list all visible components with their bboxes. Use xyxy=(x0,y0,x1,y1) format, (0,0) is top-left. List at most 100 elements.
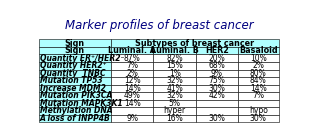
Text: Methylation DNA: Methylation DNA xyxy=(40,107,112,116)
Text: Subtypes of breast cancer: Subtypes of breast cancer xyxy=(135,39,255,48)
Text: 20%: 20% xyxy=(208,54,225,63)
Bar xyxy=(153,55,196,62)
Bar xyxy=(237,47,279,55)
Bar xyxy=(111,39,279,47)
Text: Mutation PIK3CA: Mutation PIK3CA xyxy=(40,91,112,100)
Text: 14%: 14% xyxy=(250,84,267,93)
Bar xyxy=(237,55,279,62)
Bar xyxy=(39,107,111,115)
Text: 12%: 12% xyxy=(124,76,140,85)
Bar xyxy=(196,100,237,107)
Bar xyxy=(237,85,279,92)
Text: Luminal. B: Luminal. B xyxy=(151,46,199,55)
Text: Increase MDM2: Increase MDM2 xyxy=(40,84,106,93)
Bar xyxy=(39,39,111,47)
Bar xyxy=(237,107,279,115)
Bar xyxy=(111,100,153,107)
Text: Mutation MAPK3K1: Mutation MAPK3K1 xyxy=(40,99,122,108)
Text: 2%: 2% xyxy=(252,61,264,70)
Text: Basaloid: Basaloid xyxy=(239,46,277,55)
Bar xyxy=(39,62,111,70)
Text: 82%: 82% xyxy=(166,54,183,63)
Text: 10%: 10% xyxy=(250,54,267,63)
Bar xyxy=(39,47,111,55)
Bar xyxy=(237,70,279,77)
Bar xyxy=(39,55,111,62)
Text: A loss of INPP4B: A loss of INPP4B xyxy=(40,114,111,123)
Text: 30%: 30% xyxy=(250,114,267,123)
Bar xyxy=(153,115,196,122)
Text: 41%: 41% xyxy=(166,84,183,93)
Text: hyper: hyper xyxy=(164,107,186,116)
Text: 5%: 5% xyxy=(169,99,181,108)
Text: 84%: 84% xyxy=(250,76,267,85)
Bar xyxy=(196,55,237,62)
Text: Sign: Sign xyxy=(65,46,85,55)
Bar xyxy=(111,85,153,92)
Bar xyxy=(39,115,111,122)
Bar xyxy=(196,77,237,85)
Bar xyxy=(111,55,153,62)
Text: Luminal. A: Luminal. A xyxy=(108,46,156,55)
Text: 9%: 9% xyxy=(211,69,223,78)
Bar xyxy=(153,77,196,85)
Bar xyxy=(196,92,237,100)
Text: 1%: 1% xyxy=(169,69,181,78)
Bar xyxy=(196,70,237,77)
Text: 30%: 30% xyxy=(208,114,225,123)
Bar xyxy=(111,107,153,115)
Text: 49%: 49% xyxy=(124,91,140,100)
Text: 80%: 80% xyxy=(250,69,267,78)
Text: Marker profiles of breast cancer: Marker profiles of breast cancer xyxy=(64,19,253,32)
Bar xyxy=(237,77,279,85)
Bar xyxy=(196,85,237,92)
Text: 32%: 32% xyxy=(166,76,183,85)
Bar xyxy=(237,62,279,70)
Bar xyxy=(153,85,196,92)
Text: 7%: 7% xyxy=(252,91,264,100)
Bar xyxy=(153,100,196,107)
Text: 75%: 75% xyxy=(208,76,225,85)
Bar xyxy=(39,85,111,92)
Text: 14%: 14% xyxy=(124,84,140,93)
Text: 14%: 14% xyxy=(124,99,140,108)
Bar xyxy=(111,92,153,100)
Text: 32%: 32% xyxy=(166,91,183,100)
Bar xyxy=(153,62,196,70)
Text: 68%: 68% xyxy=(208,61,225,70)
Text: 9%: 9% xyxy=(126,114,138,123)
Text: 2%: 2% xyxy=(126,69,138,78)
Text: Mutation TP53: Mutation TP53 xyxy=(40,76,102,85)
Bar xyxy=(237,100,279,107)
Bar xyxy=(111,115,153,122)
Bar xyxy=(111,77,153,85)
Bar xyxy=(39,100,111,107)
Text: 87%: 87% xyxy=(124,54,140,63)
Bar xyxy=(39,77,111,85)
Bar xyxy=(153,107,196,115)
Text: 15%: 15% xyxy=(166,61,183,70)
Text: Quantity HER2⁺: Quantity HER2⁺ xyxy=(40,61,106,70)
Bar xyxy=(39,70,111,77)
Bar xyxy=(196,107,237,115)
Bar xyxy=(39,92,111,100)
Bar xyxy=(153,47,196,55)
Bar xyxy=(153,70,196,77)
Text: 30%: 30% xyxy=(208,84,225,93)
Text: Quantity  TNBC: Quantity TNBC xyxy=(40,69,105,78)
Text: Sign: Sign xyxy=(65,39,85,48)
Text: hypo: hypo xyxy=(249,107,268,116)
Bar xyxy=(196,62,237,70)
Text: Quantity ER⁺/HER2⁻: Quantity ER⁺/HER2⁻ xyxy=(40,54,124,63)
Bar xyxy=(111,62,153,70)
Text: 16%: 16% xyxy=(166,114,183,123)
Bar xyxy=(196,115,237,122)
Text: 42%: 42% xyxy=(208,91,225,100)
Bar xyxy=(111,47,153,55)
Bar xyxy=(237,115,279,122)
Text: 7%: 7% xyxy=(126,61,138,70)
Text: HER2: HER2 xyxy=(205,46,229,55)
Bar xyxy=(153,92,196,100)
Bar xyxy=(196,47,237,55)
Bar xyxy=(237,92,279,100)
